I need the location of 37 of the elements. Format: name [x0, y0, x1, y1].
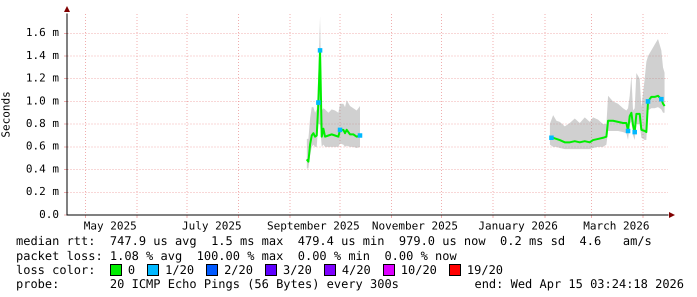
legend-title: loss color: — [16, 263, 96, 277]
x-tick-label: March 2026 — [583, 219, 650, 232]
point — [646, 99, 650, 104]
legend-label: 19/20 — [466, 263, 504, 277]
y-tick-label: 0.0 — [39, 208, 59, 221]
y-tick-label: 1.0 m — [26, 94, 60, 108]
point — [632, 130, 637, 134]
y-tick-label: 1.2 m — [26, 72, 60, 85]
legend-label: 3/20 — [282, 263, 312, 277]
y-tick-label: 1.4 m — [26, 48, 60, 62]
point — [338, 128, 342, 132]
y-axis-title: Seconds — [0, 91, 12, 138]
text: end: Wed Apr 15 03:24:18 2026 — [474, 277, 684, 291]
text: packet loss: 1.08 % avg 100.00 % max 0.00 % min 0.00 % now — [16, 249, 457, 263]
legend-label: 10/20 — [400, 263, 437, 277]
x-tick-label: September 2025 — [267, 219, 360, 232]
y-tick-label: 0.8 m — [26, 117, 60, 130]
x-tick-label: January 2026 — [478, 219, 558, 232]
point — [318, 48, 322, 53]
point — [549, 136, 554, 140]
y-tick-label: 0.2 m — [26, 185, 60, 198]
x-tick-label: November 2025 — [372, 219, 458, 232]
point — [316, 100, 321, 105]
text: probe: 20 ICMP Echo Pings (56 Bytes) every 300s — [16, 277, 399, 291]
point — [659, 96, 664, 102]
legend-label: 2/20 — [224, 263, 253, 277]
legend-label: 0 — [128, 263, 136, 277]
point — [626, 128, 630, 134]
y-tick-label: 0.6 m — [26, 140, 60, 153]
x-tick-label: May 2025 — [84, 219, 137, 232]
text: median rtt: 747.9 us avg 1.5 ms max 479.4 us min 979.0 us now 0.2 ms sd 4.6 am/s — [16, 234, 652, 248]
y-tick-label: 0.4 m — [26, 162, 60, 176]
x-tick-label: July 2025 — [182, 219, 242, 232]
legend-label: 1/20 — [165, 263, 194, 277]
legend-label: 4/20 — [342, 263, 371, 277]
y-tick-label: 1.6 m — [26, 26, 60, 40]
point — [358, 133, 362, 138]
